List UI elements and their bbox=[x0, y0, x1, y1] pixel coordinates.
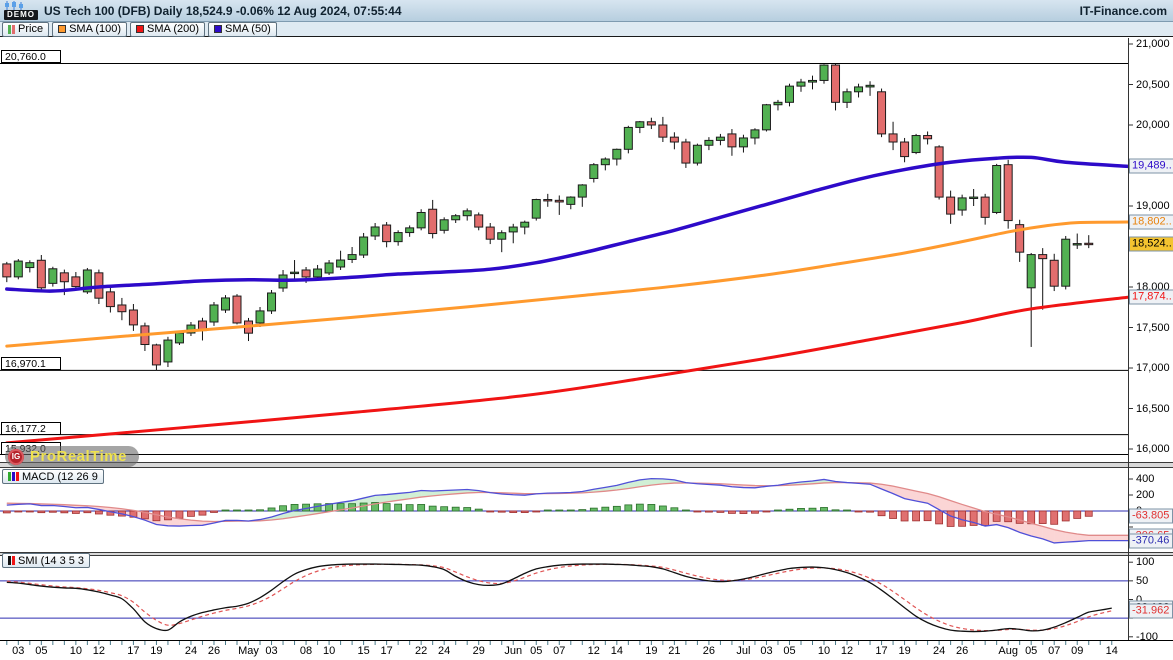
price-axis[interactable] bbox=[1128, 38, 1173, 640]
legend-sma50-chip[interactable]: SMA (50) bbox=[208, 21, 277, 37]
legend-price-label: Price bbox=[18, 23, 44, 35]
macd-smi-separator[interactable] bbox=[0, 552, 1173, 556]
legend-sma100-chip[interactable]: SMA (100) bbox=[52, 21, 128, 37]
smi-panel-chip[interactable]: SMI (14 3 5 3 bbox=[2, 553, 91, 568]
watermark-label: ProRealTime bbox=[30, 448, 127, 465]
legend-sma50-label: SMA (50) bbox=[225, 23, 271, 35]
title-bar: DEMO US Tech 100 (DFB) Daily 18,524.9 -0… bbox=[0, 0, 1173, 22]
macd-panel-label: MACD (12 26 9 bbox=[22, 470, 98, 483]
smi-panel-label: SMI (14 3 5 3 bbox=[18, 554, 85, 567]
sma100-swatch-icon bbox=[58, 25, 67, 33]
legend-price-chip[interactable]: Price bbox=[2, 21, 50, 37]
legend-sma100-label: SMA (100) bbox=[69, 23, 122, 35]
price-series-icon bbox=[8, 24, 15, 34]
demo-badge: DEMO bbox=[4, 10, 38, 20]
prorealtime-watermark: IG ProRealTime bbox=[5, 446, 139, 467]
macd-panel-chip[interactable]: MACD (12 26 9 bbox=[2, 469, 104, 484]
macd-icon bbox=[8, 472, 19, 481]
time-axis[interactable] bbox=[0, 640, 1173, 660]
mini-chart-icon bbox=[5, 1, 23, 10]
legend-bar: Price SMA (100) SMA (200) SMA (50) bbox=[0, 21, 1173, 37]
smi-icon bbox=[8, 556, 15, 565]
legend-sma200-label: SMA (200) bbox=[147, 23, 199, 35]
price-macd-separator[interactable] bbox=[0, 462, 1173, 468]
prorealtime-logo-icon: IG bbox=[8, 448, 24, 465]
sma50-swatch-icon bbox=[214, 25, 222, 33]
sma200-swatch-icon bbox=[136, 25, 145, 33]
chart-title: US Tech 100 (DFB) Daily 18,524.9 -0.06% … bbox=[44, 3, 402, 18]
brand-link[interactable]: IT-Finance.com bbox=[1079, 3, 1167, 18]
legend-sma200-chip[interactable]: SMA (200) bbox=[130, 21, 205, 37]
